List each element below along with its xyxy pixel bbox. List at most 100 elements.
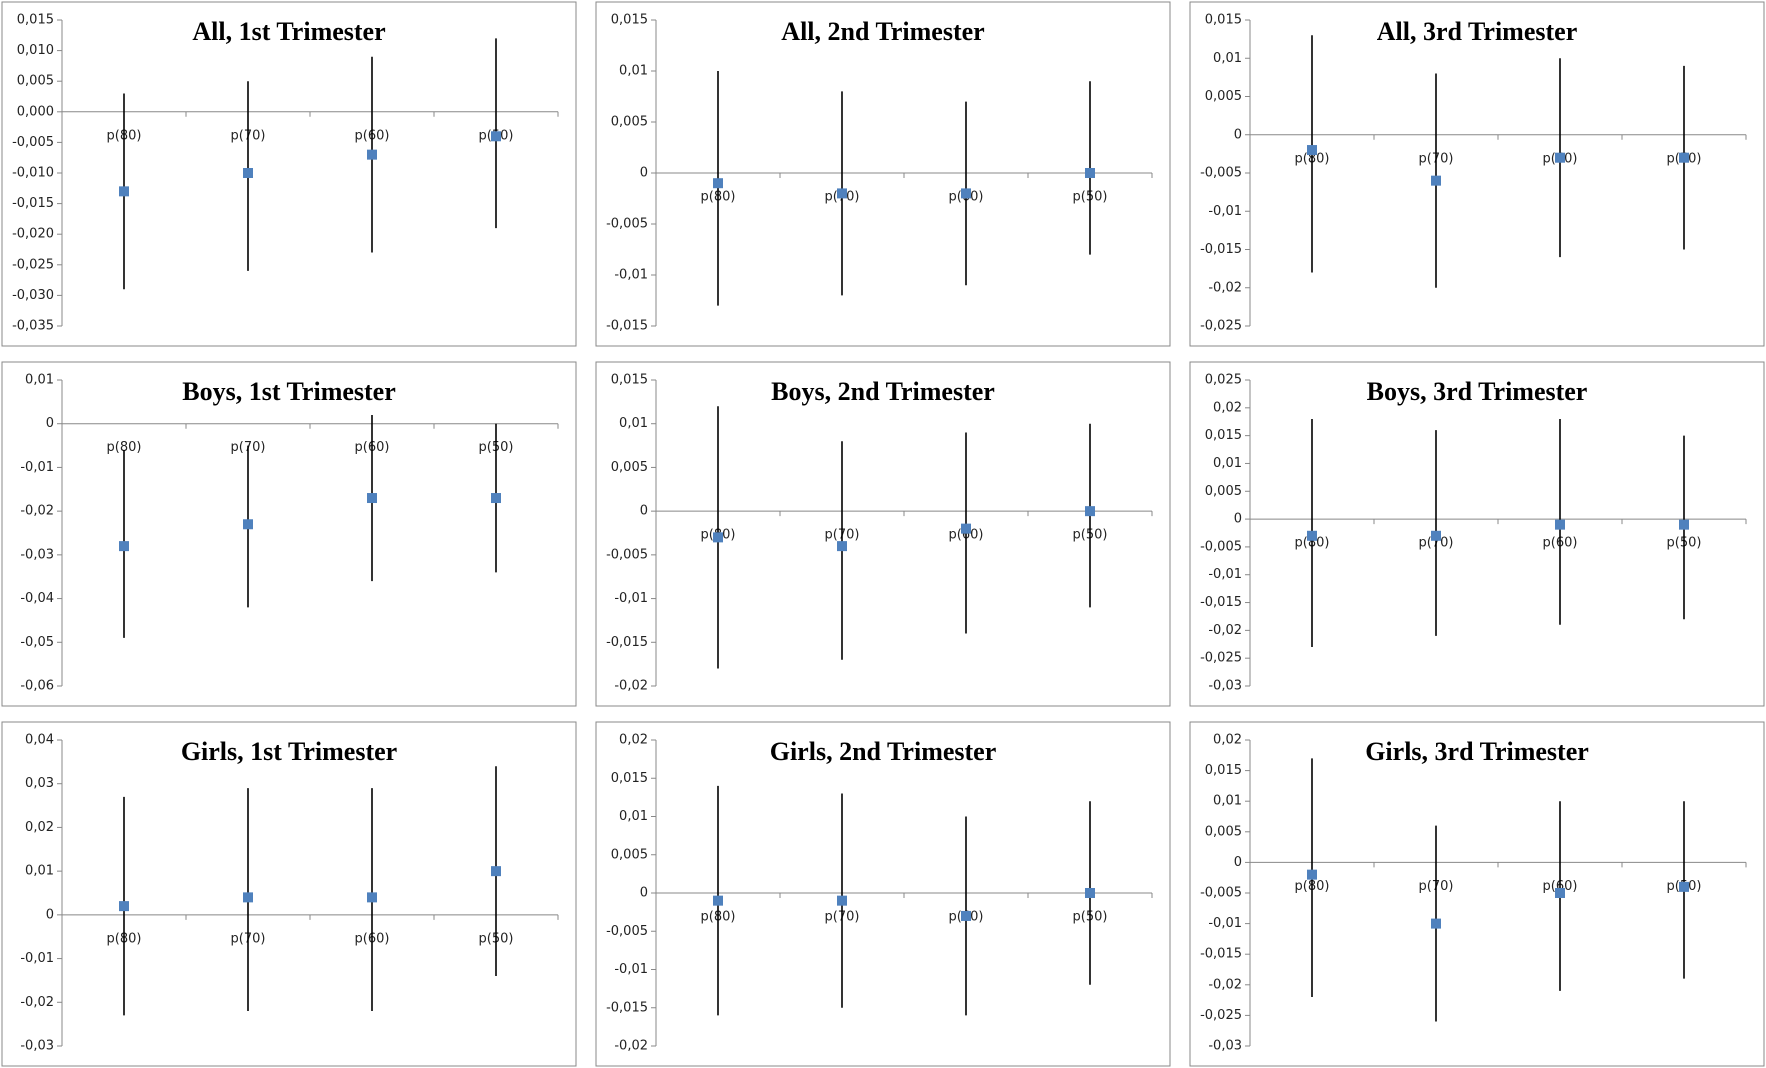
y-tick-label: 0,005	[611, 460, 648, 475]
y-tick-label: -0,005	[606, 547, 648, 562]
point	[1679, 519, 1689, 530]
y-tick-label: -0,030	[12, 288, 54, 303]
y-tick-label: 0,005	[1205, 824, 1242, 839]
panel	[595, 1, 1171, 347]
y-tick-label: 0,01	[1213, 794, 1242, 809]
y-tick-label: -0,035	[12, 319, 54, 334]
y-tick-label: -0,01	[20, 460, 54, 475]
chart-title: Boys, 3rd Trimester	[1367, 377, 1588, 406]
y-tick-label: -0,025	[1200, 319, 1242, 334]
y-tick-label: 0,005	[611, 847, 648, 862]
y-tick-label: 0,04	[25, 733, 54, 748]
y-tick-label: 0	[640, 504, 648, 519]
y-tick-label: 0	[640, 166, 648, 181]
point	[961, 523, 971, 534]
point	[119, 541, 129, 552]
y-tick-label: -0,02	[1208, 977, 1242, 992]
y-tick-label: 0,01	[619, 64, 648, 79]
point	[961, 188, 971, 199]
point	[243, 168, 253, 178]
y-tick-label: 0	[640, 886, 648, 901]
y-tick-label: -0,01	[20, 951, 54, 966]
panel	[1, 1, 577, 347]
y-tick-label: -0,01	[1208, 567, 1242, 582]
point	[367, 892, 377, 903]
chart-title: Girls, 3rd Trimester	[1365, 737, 1589, 766]
y-tick-label: 0,015	[1205, 763, 1242, 778]
point	[1555, 519, 1565, 530]
y-tick-label: 0,01	[1213, 51, 1242, 66]
point	[243, 892, 253, 903]
y-tick-label: -0,03	[20, 1039, 54, 1054]
point	[1431, 918, 1441, 929]
point	[1431, 530, 1441, 541]
point	[1555, 888, 1565, 898]
y-tick-label: 0	[46, 416, 54, 431]
point	[243, 519, 253, 530]
y-tick-label: -0,01	[1208, 916, 1242, 931]
y-tick-label: 0,01	[619, 809, 648, 824]
y-tick-label: 0,025	[1205, 373, 1242, 388]
point	[367, 493, 377, 504]
panel	[1, 721, 577, 1067]
panel	[1189, 1, 1765, 347]
y-tick-label: 0	[1234, 855, 1242, 870]
y-tick-label: -0,02	[20, 504, 54, 519]
y-tick-label: -0,015	[1200, 242, 1242, 257]
point	[837, 188, 847, 199]
y-tick-label: -0,04	[20, 591, 54, 606]
y-tick-label: -0,05	[20, 635, 54, 650]
chart-title: Girls, 1st Trimester	[181, 737, 397, 766]
y-tick-label: -0,015	[606, 1000, 648, 1015]
y-tick-label: -0,020	[12, 227, 54, 242]
y-tick-label: -0,005	[1200, 886, 1242, 901]
y-tick-label: -0,06	[20, 679, 54, 694]
panel	[1189, 361, 1765, 707]
point	[713, 532, 723, 543]
y-tick-label: -0,005	[1200, 539, 1242, 554]
point	[367, 149, 377, 160]
chart-title: All, 1st Trimester	[192, 17, 385, 46]
y-tick-label: 0,010	[17, 43, 54, 58]
y-tick-label: -0,025	[1200, 651, 1242, 666]
y-tick-label: 0,005	[611, 115, 648, 130]
y-tick-label: 0,01	[1213, 456, 1242, 471]
y-tick-label: -0,02	[614, 1039, 648, 1054]
y-tick-label: 0	[46, 907, 54, 922]
point	[1679, 152, 1689, 163]
y-tick-label: 0,015	[1205, 428, 1242, 443]
y-tick-label: -0,015	[606, 635, 648, 650]
y-tick-label: 0,03	[25, 776, 54, 791]
y-tick-label: -0,01	[1208, 204, 1242, 219]
y-tick-label: 0,01	[25, 373, 54, 388]
y-tick-label: 0,02	[25, 820, 54, 835]
y-tick-label: -0,005	[12, 135, 54, 150]
point	[713, 895, 723, 906]
y-tick-label: 0	[1234, 127, 1242, 142]
y-tick-label: -0,02	[20, 995, 54, 1010]
y-tick-label: -0,015	[606, 319, 648, 334]
y-tick-label: 0,005	[1205, 484, 1242, 499]
y-tick-label: -0,02	[1208, 623, 1242, 638]
y-tick-label: -0,03	[1208, 679, 1242, 694]
y-tick-label: -0,015	[12, 196, 54, 211]
point	[1307, 530, 1317, 541]
y-tick-label: -0,03	[1208, 1039, 1242, 1054]
y-tick-label: 0,000	[17, 104, 54, 119]
y-tick-label: -0,005	[606, 924, 648, 939]
point	[1085, 168, 1095, 178]
point	[1431, 175, 1441, 186]
point	[961, 910, 971, 921]
y-tick-label: -0,02	[1208, 280, 1242, 295]
y-tick-label: -0,005	[1200, 166, 1242, 181]
x-tick-label: p(80)	[107, 440, 142, 455]
y-tick-label: -0,01	[614, 268, 648, 283]
y-tick-label: -0,015	[1200, 947, 1242, 962]
chart-title: All, 3rd Trimester	[1377, 17, 1577, 46]
point	[119, 186, 129, 197]
y-tick-label: 0,005	[1205, 89, 1242, 104]
y-tick-label: -0,005	[606, 217, 648, 232]
y-tick-label: 0,02	[1213, 400, 1242, 415]
y-tick-label: 0,015	[611, 771, 648, 786]
point	[491, 866, 501, 877]
